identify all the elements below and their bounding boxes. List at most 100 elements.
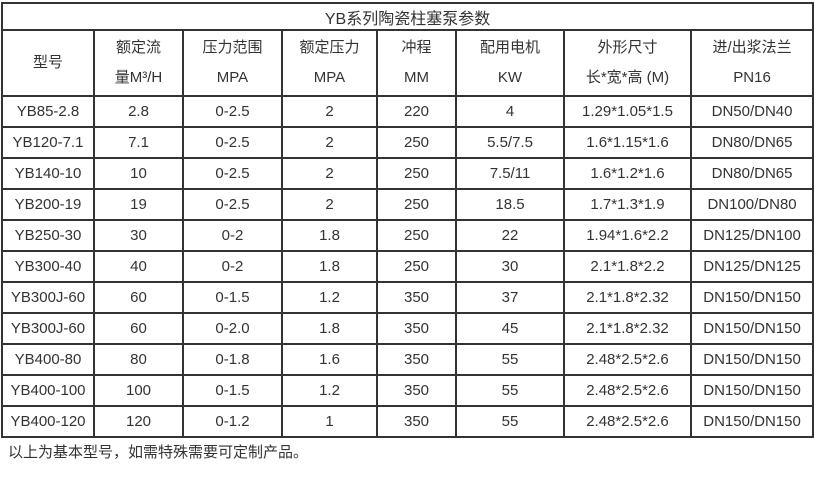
cell-dimensions: 2.1*1.8*2.32 (563, 281, 692, 314)
column-header-line1: 配用电机 (479, 39, 540, 56)
table-title-row: YB系列陶瓷柱塞泵参数 (0, 2, 814, 31)
cell-stroke: 350 (376, 405, 457, 438)
cell-dimensions: 2.1*1.8*2.2 (563, 250, 692, 283)
cell-rated-flow: 30 (93, 219, 184, 252)
cell-flange: DN150/DN150 (689, 343, 814, 376)
cell-rated-flow: 40 (93, 250, 184, 283)
cell-flange: DN125/DN100 (689, 219, 814, 252)
cell-motor-power: 22 (455, 219, 565, 252)
cell-dimensions: 2.48*2.5*2.6 (563, 374, 692, 407)
cell-pressure-range: 0-2.5 (182, 95, 283, 128)
cell-stroke: 350 (376, 281, 457, 314)
table-row: YB200-19 19 0-2.5 2 250 18.5 1.7*1.3*1.9 DN100/… (1, 188, 814, 221)
table-row: YB400-80 80 0-1.8 1.6 350 55 2.48*2.5*2.6 DN150… (1, 343, 814, 376)
cell-motor-power: 37 (455, 281, 565, 314)
cell-model: YB200-19 (1, 188, 95, 221)
cell-flange: DN125/DN125 (689, 250, 814, 283)
table-header-row: 型号 额定流 量M³/H 压力范围 MPA 额定压力 MPA 冲程 MM 配用电机 KW 外形尺寸 长*… (1, 29, 814, 97)
cell-rated-pressure: 2 (281, 95, 378, 128)
footer-note: 以上为基本型号，如需特殊需要可定制产品。 (8, 444, 309, 461)
table-row: YB400-100 100 0-1.5 1.2 350 55 2.48*2.5*2.6 DN1… (1, 374, 814, 407)
cell-dimensions: 2.1*1.8*2.32 (563, 312, 692, 345)
cell-flange: DN80/DN65 (689, 126, 814, 159)
cell-model: YB120-7.1 (1, 126, 95, 159)
column-header-line1: 额定压力 (299, 39, 360, 56)
column-header-line2: KW (497, 69, 523, 86)
cell-pressure-range: 0-2.0 (182, 312, 283, 345)
cell-motor-power: 4 (455, 95, 565, 128)
cell-rated-pressure: 2 (281, 126, 378, 159)
cell-rated-flow: 120 (93, 405, 184, 438)
table-row: YB250-30 30 0-2 1.8 250 22 1.94*1.6*2.2 DN125/D… (1, 219, 814, 252)
cell-flange: DN150/DN150 (689, 281, 814, 314)
cell-rated-flow: 2.8 (93, 95, 184, 128)
cell-rated-pressure: 2 (281, 157, 378, 190)
cell-flange: DN80/DN65 (689, 157, 814, 190)
cell-stroke: 250 (376, 126, 457, 159)
cell-rated-pressure: 1.2 (281, 374, 378, 407)
table-row: YB400-120 120 0-1.2 1 350 55 2.48*2.5*2.6 DN150… (1, 405, 814, 438)
cell-model: YB300J-60 (1, 312, 95, 345)
cell-rated-flow: 19 (93, 188, 184, 221)
column-header-pressure-range: 压力范围 MPA (182, 29, 283, 97)
cell-pressure-range: 0-1.5 (182, 374, 283, 407)
table-row: YB300J-60 60 0-1.5 1.2 350 37 2.1*1.8*2.32 DN15… (1, 281, 814, 314)
cell-stroke: 350 (376, 312, 457, 345)
cell-dimensions: 2.48*2.5*2.6 (563, 405, 692, 438)
cell-pressure-range: 0-2.5 (182, 188, 283, 221)
column-header-flange: 进/出浆法兰 PN16 (689, 29, 814, 97)
column-header-line1: 型号 (32, 54, 63, 71)
cell-dimensions: 2.48*2.5*2.6 (563, 343, 692, 376)
cell-model: YB400-80 (1, 343, 95, 376)
pump-spec-table: YB系列陶瓷柱塞泵参数 型号 额定流 量M³/H 压力范围 MPA 额定压力 MPA 冲程 MM… (0, 2, 814, 438)
cell-rated-flow: 7.1 (93, 126, 184, 159)
cell-pressure-range: 0-1.8 (182, 343, 283, 376)
cell-motor-power: 45 (455, 312, 565, 345)
cell-stroke: 250 (376, 250, 457, 283)
cell-rated-pressure: 1 (281, 405, 378, 438)
cell-rated-flow: 60 (93, 312, 184, 345)
cell-model: YB140-10 (1, 157, 95, 190)
cell-rated-pressure: 2 (281, 188, 378, 221)
cell-stroke: 250 (376, 219, 457, 252)
cell-model: YB400-120 (1, 405, 95, 438)
column-header-rated-flow: 额定流 量M³/H (93, 29, 184, 97)
cell-stroke: 220 (376, 95, 457, 128)
cell-flange: DN150/DN150 (689, 374, 814, 407)
cell-model: YB250-30 (1, 219, 95, 252)
cell-stroke: 350 (376, 343, 457, 376)
table-title: YB系列陶瓷柱塞泵参数 (0, 2, 814, 31)
cell-dimensions: 1.6*1.15*1.6 (563, 126, 692, 159)
column-header-stroke: 冲程 MM (376, 29, 457, 97)
cell-flange: DN100/DN80 (689, 188, 814, 221)
cell-dimensions: 1.94*1.6*2.2 (563, 219, 692, 252)
cell-motor-power: 7.5/11 (455, 157, 565, 190)
column-header-motor-power: 配用电机 KW (455, 29, 565, 97)
cell-motor-power: 55 (455, 343, 565, 376)
cell-stroke: 250 (376, 188, 457, 221)
column-header-model: 型号 (1, 29, 95, 97)
cell-rated-pressure: 1.8 (281, 312, 378, 345)
cell-flange: DN50/DN40 (689, 95, 814, 128)
cell-rated-flow: 60 (93, 281, 184, 314)
table-row: YB140-10 10 0-2.5 2 250 7.5/11 1.6*1.2*1.6 DN80… (1, 157, 814, 190)
cell-motor-power: 30 (455, 250, 565, 283)
cell-stroke: 350 (376, 374, 457, 407)
column-header-line2: 量M³/H (114, 69, 163, 86)
cell-model: YB85-2.8 (1, 95, 95, 128)
cell-rated-flow: 10 (93, 157, 184, 190)
cell-rated-pressure: 1.2 (281, 281, 378, 314)
cell-motor-power: 18.5 (455, 188, 565, 221)
cell-motor-power: 55 (455, 374, 565, 407)
cell-dimensions: 1.7*1.3*1.9 (563, 188, 692, 221)
column-header-line2: 长*宽*高 (M) (585, 69, 670, 86)
column-header-rated-pressure: 额定压力 MPA (281, 29, 378, 97)
cell-pressure-range: 0-2.5 (182, 157, 283, 190)
column-header-line1: 压力范围 (202, 39, 263, 56)
table-row: YB120-7.1 7.1 0-2.5 2 250 5.5/7.5 1.6*1.15*1.6… (1, 126, 814, 159)
cell-pressure-range: 0-2 (182, 250, 283, 283)
cell-rated-flow: 80 (93, 343, 184, 376)
column-header-line1: 外形尺寸 (597, 39, 658, 56)
cell-rated-pressure: 1.6 (281, 343, 378, 376)
column-header-line2: MPA (313, 69, 346, 86)
